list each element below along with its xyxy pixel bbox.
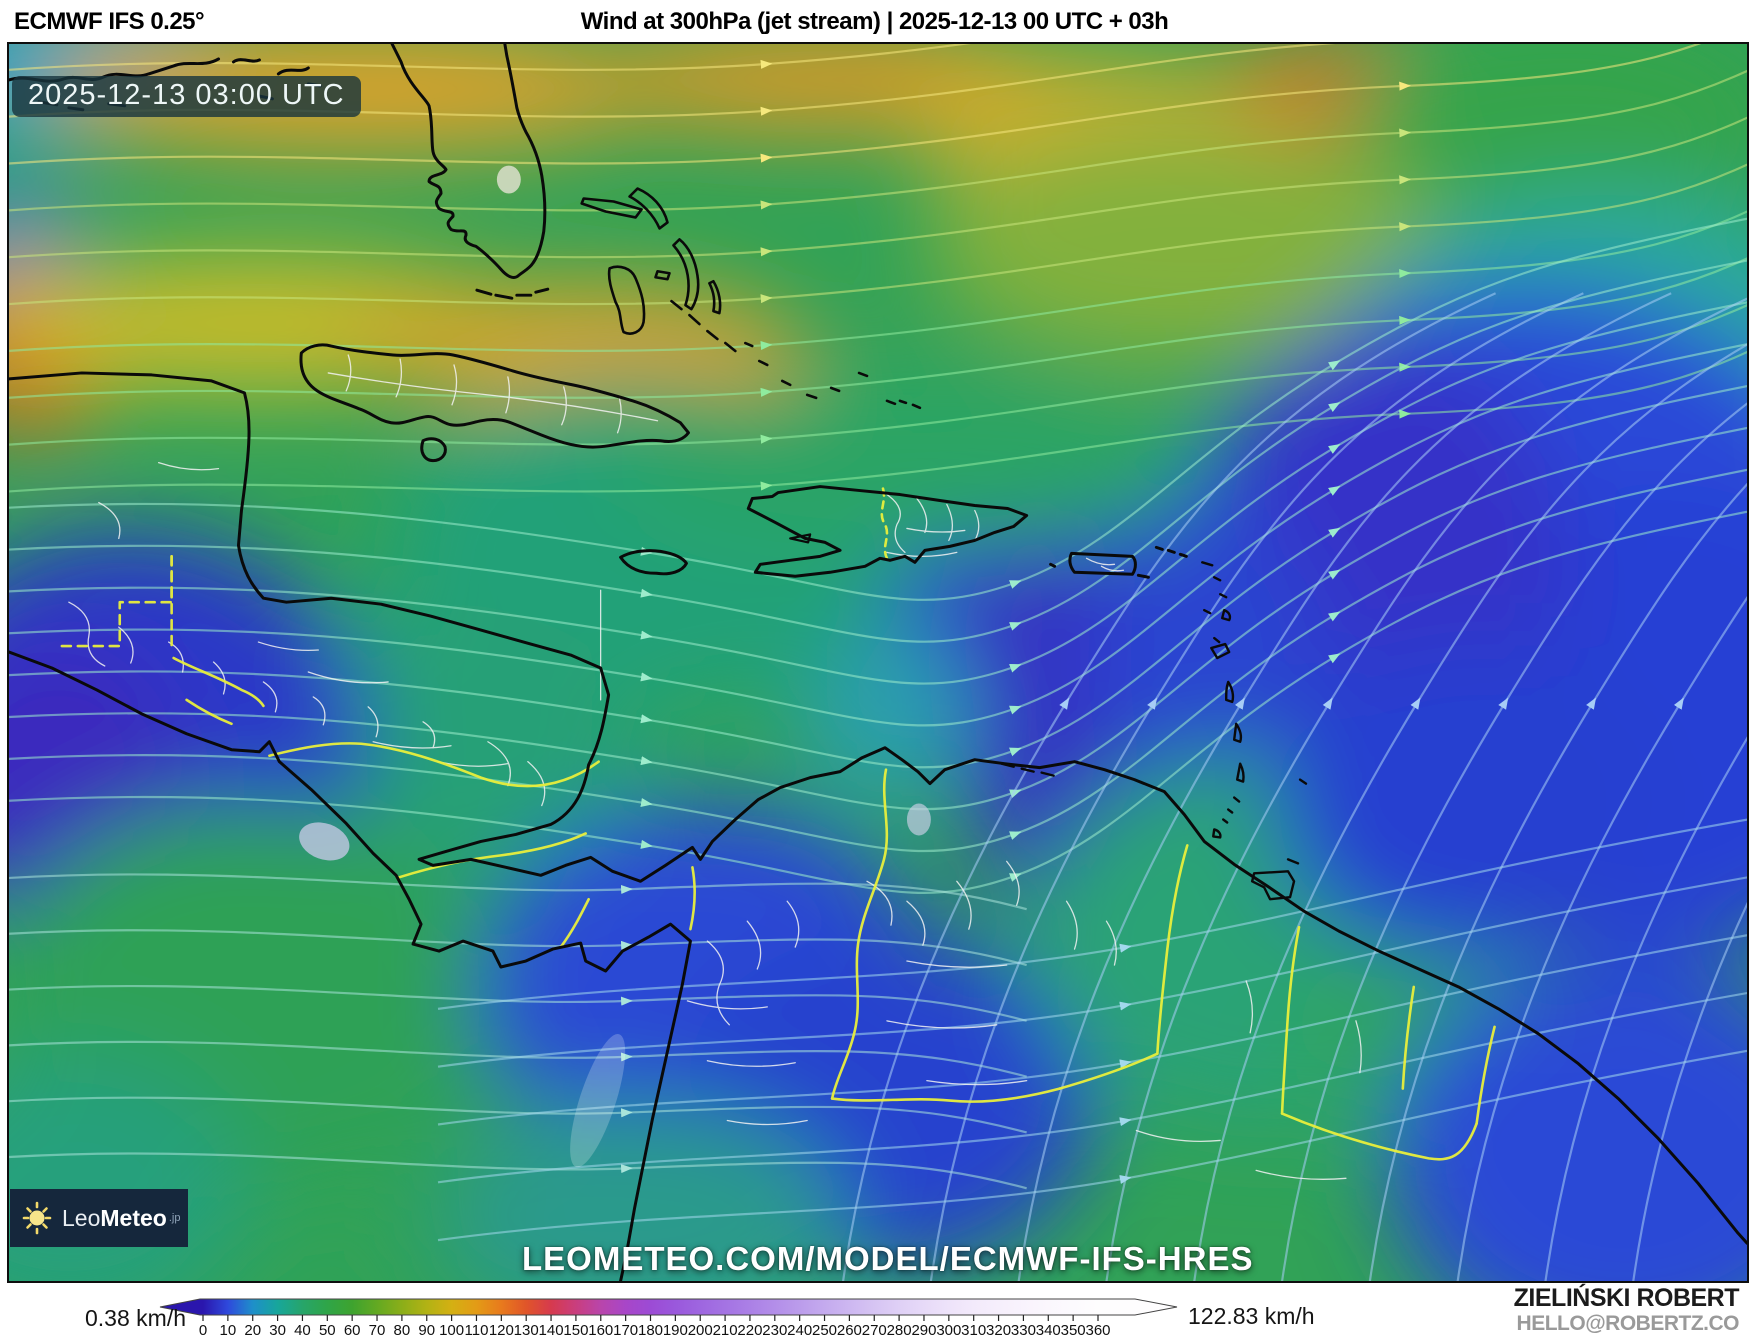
colorbar-tick-labels: 0 10 20 30 40 50 60 70 80 90 100 110 120 130 140 150 160… xyxy=(199,1322,1111,1338)
svg-text:170: 170 xyxy=(613,1322,638,1338)
svg-text:40: 40 xyxy=(294,1322,311,1338)
country-borders xyxy=(60,487,1496,1161)
colorbar-ticks xyxy=(202,1315,1099,1321)
page-title: Wind at 300hPa (jet stream) | 2025-12-13… xyxy=(580,8,1169,35)
lakes xyxy=(299,165,931,1168)
svg-text:220: 220 xyxy=(737,1322,762,1338)
coastline-jamaica xyxy=(619,549,688,576)
svg-text:100: 100 xyxy=(439,1322,464,1338)
coastline-bahamas xyxy=(580,187,922,410)
timestamp-badge: 2025-12-13 03:00 UTC xyxy=(12,76,361,117)
svg-text:20: 20 xyxy=(244,1322,261,1338)
coastline-isla-juventud xyxy=(420,437,447,463)
logo-text: LeoMeteo xyxy=(62,1204,167,1231)
coastline-gonave xyxy=(789,533,812,544)
leometeo-logo[interactable]: LeoMeteo .jp xyxy=(10,1189,188,1247)
svg-text:260: 260 xyxy=(837,1322,862,1338)
geography xyxy=(9,44,1747,1281)
watermark: LEOMETEO.COM/MODEL/ECMWF-IFS-HRES xyxy=(522,1240,1254,1277)
logo-suffix: .jp xyxy=(168,1212,181,1224)
svg-text:110: 110 xyxy=(465,1322,489,1338)
credit-name: ZIELIŃSKI ROBERT xyxy=(1513,1284,1740,1312)
colorbar-arrow xyxy=(159,1298,1178,1316)
coastline-lesser-antilles xyxy=(1000,561,1308,901)
svg-text:290: 290 xyxy=(911,1322,936,1338)
svg-text:30: 30 xyxy=(269,1322,286,1338)
colorbar: 0 10 20 30 40 50 60 70 80 90 100 110 120 130 140 150 160… xyxy=(159,1298,1178,1338)
svg-text:60: 60 xyxy=(344,1322,361,1338)
svg-text:90: 90 xyxy=(418,1322,435,1338)
max-speed-label: 122.83 km/h xyxy=(1188,1303,1315,1329)
svg-text:10: 10 xyxy=(220,1322,237,1338)
coastline-puerto-rico xyxy=(1068,551,1137,576)
sun-icon xyxy=(22,1201,52,1235)
svg-text:140: 140 xyxy=(539,1322,564,1338)
svg-text:320: 320 xyxy=(986,1322,1011,1338)
wind-speed-field xyxy=(9,44,1747,1281)
svg-text:340: 340 xyxy=(1036,1322,1061,1338)
svg-text:330: 330 xyxy=(1011,1322,1036,1338)
coastline-florida xyxy=(390,44,547,279)
svg-text:180: 180 xyxy=(638,1322,663,1338)
svg-text:280: 280 xyxy=(887,1322,912,1338)
wind-streamlines xyxy=(9,44,1747,1281)
coastline-mainland-caribbean xyxy=(9,371,1747,1245)
coastline-cuba xyxy=(299,343,690,449)
svg-text:160: 160 xyxy=(588,1322,613,1338)
svg-text:70: 70 xyxy=(369,1322,386,1338)
credit-email: HELLO@ROBERTZ.CO xyxy=(1516,1312,1740,1335)
svg-text:350: 350 xyxy=(1061,1322,1086,1338)
wind-map[interactable] xyxy=(7,42,1749,1283)
coastline-florida-keys xyxy=(475,287,550,300)
svg-text:190: 190 xyxy=(663,1322,688,1338)
coastline-hispaniola xyxy=(746,485,1029,578)
svg-text:80: 80 xyxy=(394,1322,411,1338)
svg-text:360: 360 xyxy=(1085,1322,1110,1338)
svg-text:150: 150 xyxy=(563,1322,588,1338)
min-speed-label: 0.38 km/h xyxy=(85,1305,186,1331)
admin-borders xyxy=(68,354,1362,1180)
model-label: ECMWF IFS 0.25° xyxy=(14,8,205,35)
svg-text:310: 310 xyxy=(961,1322,986,1338)
svg-text:210: 210 xyxy=(713,1322,738,1338)
svg-text:130: 130 xyxy=(514,1322,539,1338)
coastline-mainland-pacific xyxy=(9,650,692,1281)
svg-text:240: 240 xyxy=(787,1322,812,1338)
svg-text:250: 250 xyxy=(812,1322,837,1338)
svg-text:120: 120 xyxy=(489,1322,514,1338)
svg-text:50: 50 xyxy=(319,1322,336,1338)
svg-text:0: 0 xyxy=(199,1322,207,1338)
svg-text:270: 270 xyxy=(862,1322,887,1338)
svg-text:200: 200 xyxy=(688,1322,713,1338)
svg-text:230: 230 xyxy=(762,1322,787,1338)
svg-text:300: 300 xyxy=(936,1322,961,1338)
